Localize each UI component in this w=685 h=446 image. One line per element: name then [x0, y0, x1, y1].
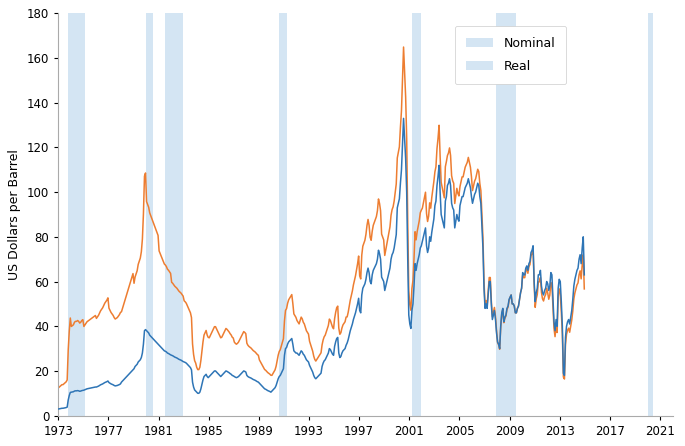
- Nominal: [487, 301, 495, 306]
- Real: [62, 379, 71, 384]
- Line: Nominal: Nominal: [59, 118, 584, 409]
- Real: [55, 385, 63, 390]
- Nominal: [399, 116, 408, 121]
- Real: [487, 298, 495, 303]
- Nominal: [251, 378, 260, 383]
- Bar: [68, 13, 86, 416]
- Real: [361, 238, 369, 243]
- Nominal: [580, 272, 588, 277]
- Line: Real: Real: [59, 47, 584, 388]
- Nominal: [62, 405, 71, 410]
- Real: [399, 44, 408, 50]
- Real: [303, 330, 312, 335]
- Legend: Nominal, Real: Nominal, Real: [455, 25, 566, 84]
- Nominal: [497, 323, 505, 329]
- Bar: [279, 13, 287, 416]
- Nominal: [361, 281, 369, 286]
- Bar: [412, 13, 421, 416]
- Real: [580, 286, 588, 292]
- Nominal: [55, 406, 63, 412]
- Nominal: [303, 358, 312, 363]
- Bar: [146, 13, 153, 416]
- Bar: [496, 13, 516, 416]
- Real: [497, 324, 505, 330]
- Bar: [165, 13, 183, 416]
- Bar: [649, 13, 653, 416]
- Real: [251, 349, 260, 355]
- Y-axis label: US Dollars per Barrel: US Dollars per Barrel: [8, 149, 21, 280]
